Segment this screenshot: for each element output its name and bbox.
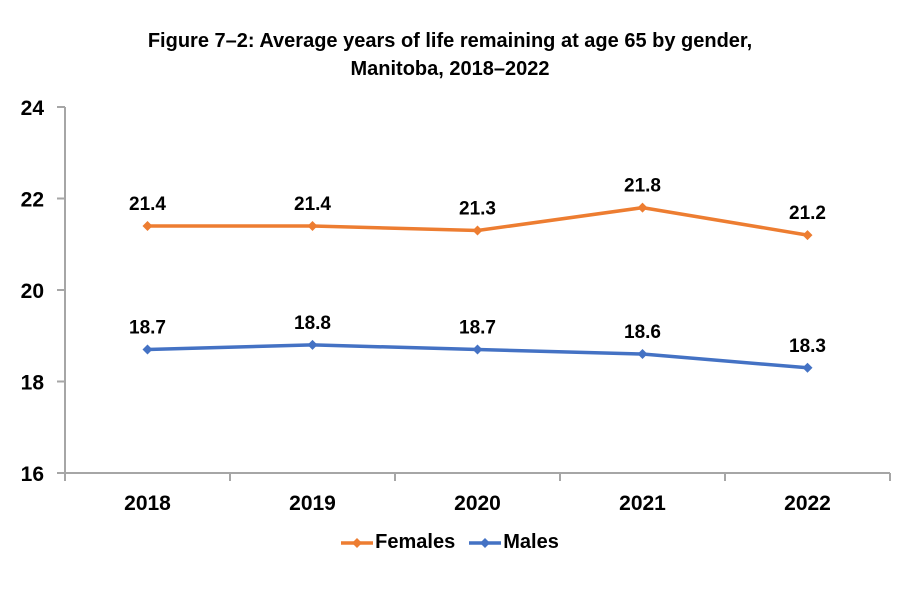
data-label-females-2018: 21.4 [129, 194, 166, 215]
x-tick-label: 2018 [124, 492, 171, 515]
data-label-males-2019: 18.8 [294, 313, 331, 334]
figure-title: Figure 7–2: Average years of life remain… [0, 27, 900, 83]
data-label-females-2020: 21.3 [459, 199, 496, 220]
marker-females-2021 [637, 202, 648, 213]
marker-males-2021 [637, 349, 648, 360]
marker-females-2022 [802, 230, 813, 241]
marker-males-2022 [802, 362, 813, 373]
marker-females-2018 [142, 220, 153, 231]
y-tick-label: 20 [21, 280, 44, 303]
marker-males-2020 [472, 344, 483, 355]
legend-label-males: Males [503, 531, 559, 553]
legend-swatch-females-icon [341, 537, 374, 548]
data-label-females-2021: 21.8 [624, 176, 661, 197]
y-tick-label: 16 [21, 463, 44, 486]
legend-marker-females-icon [352, 537, 363, 548]
data-label-males-2018: 18.7 [129, 317, 166, 338]
x-tick-label: 2022 [784, 492, 831, 515]
y-tick-label: 18 [21, 372, 45, 395]
x-tick-label: 2021 [619, 492, 666, 515]
chart-legend: Females Males [0, 531, 900, 554]
y-tick-label: 22 [21, 189, 44, 212]
y-tick-label: 24 [21, 97, 45, 120]
legend-item-females: Females [341, 531, 455, 554]
data-label-males-2022: 18.3 [789, 336, 826, 357]
marker-females-2019 [307, 220, 318, 231]
x-tick-label: 2019 [289, 492, 336, 515]
marker-females-2020 [472, 225, 483, 236]
legend-label-females: Females [375, 531, 456, 553]
figure-title-line2: Manitoba, 2018–2022 [350, 58, 550, 80]
data-label-males-2020: 18.7 [459, 317, 496, 338]
data-label-males-2021: 18.6 [624, 322, 661, 343]
marker-males-2019 [307, 339, 318, 350]
data-label-females-2019: 21.4 [294, 194, 331, 215]
legend-marker-males-icon [480, 537, 491, 548]
legend-swatch-males-icon [469, 537, 502, 548]
figure-title-line1: Figure 7–2: Average years of life remain… [147, 30, 753, 52]
x-tick-label: 2020 [454, 492, 501, 515]
marker-males-2018 [142, 344, 153, 355]
data-label-females-2022: 21.2 [789, 203, 826, 224]
legend-item-males: Males [469, 531, 559, 554]
